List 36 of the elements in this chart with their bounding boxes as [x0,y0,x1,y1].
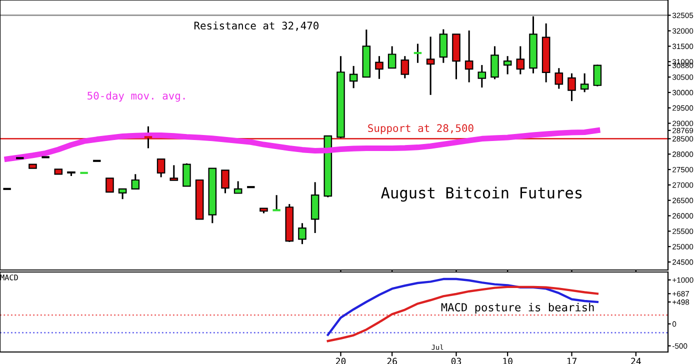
candlestick [234,180,242,194]
x-tick-label: 17 [567,358,577,364]
line-series [326,286,599,342]
candlestick [400,55,410,80]
candlestick [593,64,602,88]
candlestick [580,72,589,93]
annotation: August Bitcoin Futures [381,186,582,202]
candlestick [131,173,140,190]
annotation: 50-day mov. avg. [88,92,185,102]
candlestick [516,45,525,76]
candlestick [156,158,166,178]
candlestick [349,65,358,89]
candlestick [439,28,448,64]
candlestick [170,164,178,182]
x-tick-label: 24 [631,358,641,364]
candlestick [490,45,499,80]
candlestick [298,222,306,245]
line-series [326,278,599,336]
candlestick [554,67,564,90]
candlestick [464,30,474,84]
candlestick [568,72,576,102]
candlestick [118,188,127,200]
ref-line-label: Resistance at 32,470 [194,21,318,31]
annotation: MACD posture is bearish [441,302,594,314]
candlestick [426,36,435,96]
candlestick [143,126,154,150]
candlestick [478,64,486,88]
ref-line-label: Support at 28,500 [368,124,474,134]
candlestick [221,169,230,194]
candlestick [388,45,396,69]
candlestick [106,178,114,193]
candlestick [503,55,512,76]
candlestick [412,43,423,64]
candlestick [375,55,384,80]
candlestick [272,194,282,212]
candlestick [182,162,191,187]
